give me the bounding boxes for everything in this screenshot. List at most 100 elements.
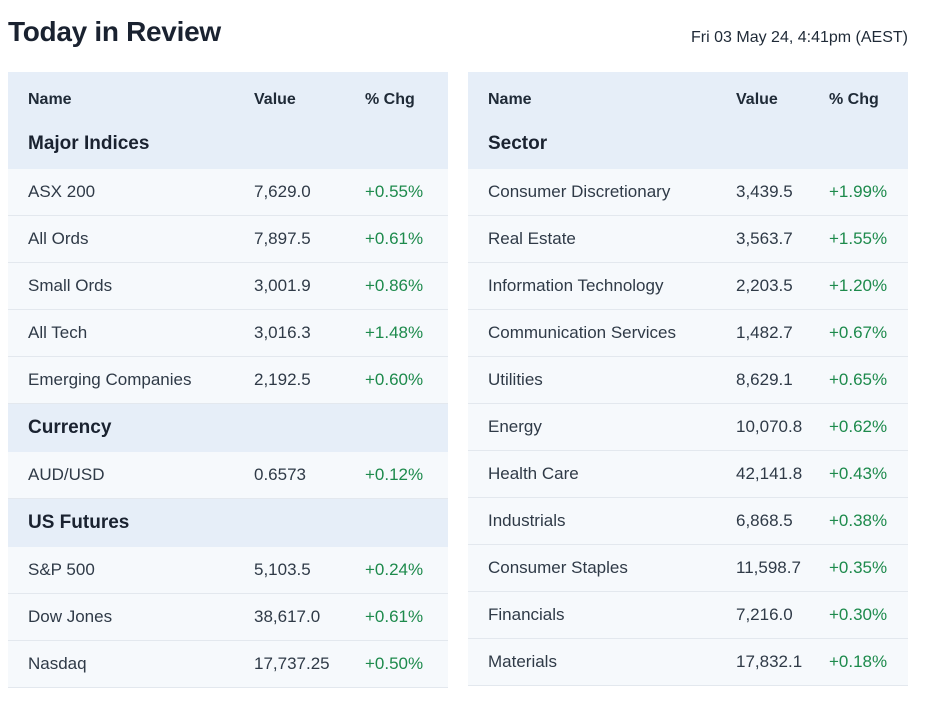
- sector-table: Name Value % Chg Sector Consumer Discret…: [468, 72, 908, 686]
- row-change: +0.62%: [829, 417, 888, 436]
- column-header-name[interactable]: Name: [28, 91, 72, 108]
- table-row[interactable]: AUD/USD 0.6573 +0.12%: [8, 452, 448, 499]
- table-row[interactable]: Consumer Staples 11,598.7 +0.35%: [468, 545, 908, 592]
- section-title: Sector: [488, 133, 548, 154]
- row-change: +0.61%: [365, 607, 424, 626]
- table-row[interactable]: Information Technology 2,203.5 +1.20%: [468, 263, 908, 310]
- row-name: Health Care: [488, 464, 579, 483]
- table-row[interactable]: Small Ords 3,001.9 +0.86%: [8, 263, 448, 310]
- row-name: Industrials: [488, 511, 566, 530]
- row-value: 3,001.9: [254, 276, 311, 295]
- table-header: Name Value % Chg: [468, 72, 908, 122]
- row-value: 11,598.7: [736, 558, 801, 577]
- table-header: Name Value % Chg: [8, 72, 448, 122]
- row-value: 42,141.8: [736, 464, 803, 483]
- row-value: 7,629.0: [254, 182, 311, 201]
- table-row[interactable]: Communication Services 1,482.7 +0.67%: [468, 310, 908, 357]
- row-value: 3,016.3: [254, 323, 311, 342]
- timestamp: Fri 03 May 24, 4:41pm (AEST): [691, 29, 908, 46]
- row-change: +0.12%: [365, 465, 424, 484]
- row-change: +0.60%: [365, 370, 424, 389]
- section-title: Currency: [28, 417, 112, 438]
- row-value: 17,737.25: [254, 654, 330, 673]
- row-name: S&P 500: [28, 560, 95, 579]
- table-row[interactable]: Utilities 8,629.1 +0.65%: [468, 357, 908, 404]
- table-row[interactable]: Industrials 6,868.5 +0.38%: [468, 498, 908, 545]
- table-row[interactable]: Consumer Discretionary 3,439.5 +1.99%: [468, 169, 908, 216]
- row-change: +0.43%: [829, 464, 888, 483]
- column-header-change[interactable]: % Chg: [365, 91, 415, 108]
- row-change: +0.35%: [829, 558, 888, 577]
- row-value: 6,868.5: [736, 511, 793, 530]
- row-change: +0.24%: [365, 560, 424, 579]
- column-header-name[interactable]: Name: [488, 91, 532, 108]
- row-change: +1.99%: [829, 182, 888, 201]
- column-header-value[interactable]: Value: [736, 91, 778, 108]
- row-name: Real Estate: [488, 229, 576, 248]
- row-name: Emerging Companies: [28, 370, 192, 389]
- row-change: +0.38%: [829, 511, 888, 530]
- table-row[interactable]: Financials 7,216.0 +0.30%: [468, 592, 908, 639]
- row-change: +0.67%: [829, 323, 888, 342]
- row-name: Nasdaq: [28, 654, 87, 673]
- table-row[interactable]: ASX 200 7,629.0 +0.55%: [8, 169, 448, 216]
- row-name: Dow Jones: [28, 607, 113, 626]
- column-header-change[interactable]: % Chg: [829, 91, 879, 108]
- table-row[interactable]: Materials 17,832.1 +0.18%: [468, 639, 908, 686]
- section-header-us-futures: US Futures: [8, 499, 448, 547]
- row-change: +1.55%: [829, 229, 888, 248]
- row-name: Consumer Discretionary: [488, 182, 671, 201]
- table-row[interactable]: Dow Jones 38,617.0 +0.61%: [8, 594, 448, 641]
- row-value: 17,832.1: [736, 652, 803, 671]
- row-name: Utilities: [488, 370, 543, 389]
- row-value: 7,216.0: [736, 605, 793, 624]
- row-change: +0.55%: [365, 182, 424, 201]
- row-change: +0.50%: [365, 654, 424, 673]
- row-value: 2,192.5: [254, 370, 311, 389]
- row-name: Communication Services: [488, 323, 677, 342]
- row-value: 3,439.5: [736, 182, 793, 201]
- page-title: Today in Review: [8, 16, 221, 47]
- table-row[interactable]: Health Care 42,141.8 +0.43%: [468, 451, 908, 498]
- row-name: Materials: [488, 652, 557, 671]
- section-header-major-indices: Major Indices: [8, 122, 448, 169]
- row-value: 10,070.8: [736, 417, 803, 436]
- row-value: 3,563.7: [736, 229, 793, 248]
- row-change: +0.30%: [829, 605, 888, 624]
- indices-table: Name Value % Chg Major Indices ASX 200 7…: [8, 72, 448, 688]
- table-row[interactable]: S&P 500 5,103.5 +0.24%: [8, 547, 448, 594]
- row-name: All Ords: [28, 229, 89, 248]
- row-name: Financials: [488, 605, 565, 624]
- row-value: 38,617.0: [254, 607, 321, 626]
- row-name: Small Ords: [28, 276, 113, 295]
- table-row[interactable]: Energy 10,070.8 +0.62%: [468, 404, 908, 451]
- row-value: 7,897.5: [254, 229, 311, 248]
- table-row[interactable]: Nasdaq 17,737.25 +0.50%: [8, 641, 448, 688]
- row-change: +1.20%: [829, 276, 888, 295]
- section-header-sector: Sector: [468, 122, 908, 169]
- row-change: +0.61%: [365, 229, 424, 248]
- column-header-value[interactable]: Value: [254, 91, 296, 108]
- row-value: 1,482.7: [736, 323, 793, 342]
- row-name: Energy: [488, 417, 542, 436]
- row-value: 2,203.5: [736, 276, 793, 295]
- row-change: +0.18%: [829, 652, 888, 671]
- table-row[interactable]: All Tech 3,016.3 +1.48%: [8, 310, 448, 357]
- row-name: Consumer Staples: [488, 558, 628, 577]
- row-name: Information Technology: [488, 276, 664, 295]
- section-header-currency: Currency: [8, 404, 448, 452]
- row-change: +1.48%: [365, 323, 424, 342]
- row-value: 0.6573: [254, 465, 306, 484]
- table-row[interactable]: Real Estate 3,563.7 +1.55%: [468, 216, 908, 263]
- row-name: AUD/USD: [28, 465, 105, 484]
- section-title: Major Indices: [28, 133, 150, 154]
- row-name: All Tech: [28, 323, 88, 342]
- row-value: 8,629.1: [736, 370, 793, 389]
- row-change: +0.86%: [365, 276, 424, 295]
- row-name: ASX 200: [28, 182, 96, 201]
- table-row[interactable]: All Ords 7,897.5 +0.61%: [8, 216, 448, 263]
- table-row[interactable]: Emerging Companies 2,192.5 +0.60%: [8, 357, 448, 404]
- section-title: US Futures: [28, 512, 130, 533]
- row-value: 5,103.5: [254, 560, 311, 579]
